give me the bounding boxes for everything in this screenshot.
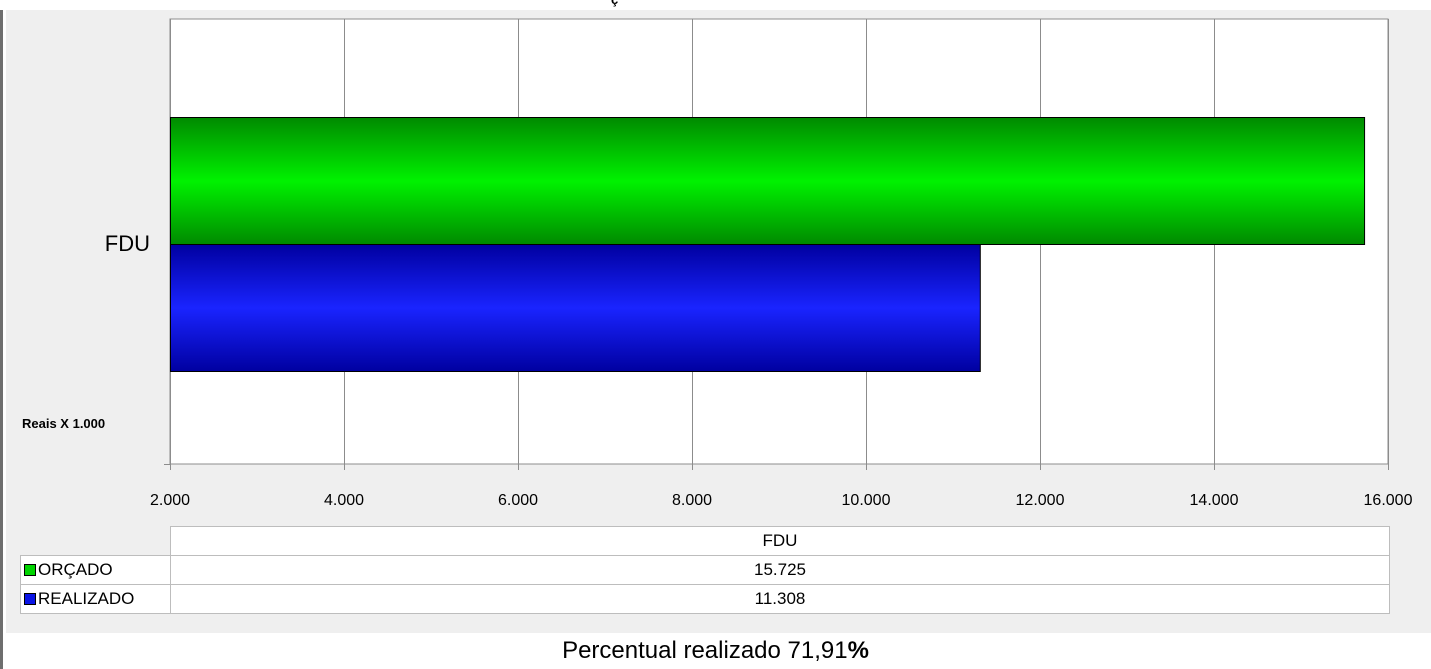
bar-orcado: [170, 117, 1366, 245]
chart-title-cropped: ç: [0, 0, 1431, 10]
data-table-header-row: FDU: [20, 526, 1390, 556]
legend-label: REALIZADO: [38, 589, 135, 608]
left-frame-border: [0, 0, 3, 669]
data-table-value: 15.725: [170, 555, 1390, 585]
percent-realized-footer: Percentual realizado 71,91%: [0, 633, 1431, 669]
unit-label: Reais X 1.000: [22, 416, 106, 431]
x-tick-label: 8.000: [671, 492, 713, 509]
footer-text: Percentual realizado 71,91: [562, 637, 848, 664]
bar-realizado: [170, 244, 981, 372]
data-table-header: FDU: [170, 526, 1390, 556]
x-tick-label: 14.000: [1189, 492, 1239, 509]
x-tick-label: 6.000: [497, 492, 539, 509]
data-table: FDU ORÇADO 15.725 REALIZADO 11.308: [20, 526, 1390, 614]
x-tick-label: 4.000: [323, 492, 365, 509]
footer-percent-sign: %: [847, 637, 869, 664]
x-tick-label: 12.000: [1015, 492, 1065, 509]
legend-item-orcado: ORÇADO: [20, 555, 171, 585]
legend-label: ORÇADO: [38, 560, 113, 579]
legend-item-realizado: REALIZADO: [20, 584, 171, 614]
data-table-value: 11.308: [170, 584, 1390, 614]
x-tick-label: 16.000: [1363, 492, 1413, 509]
legend-swatch-green: [24, 563, 36, 576]
legend-swatch-blue: [24, 592, 36, 605]
data-table-row: REALIZADO 11.308: [20, 584, 1390, 614]
category-label: FDU: [104, 231, 150, 256]
data-table-row: ORÇADO 15.725: [20, 555, 1390, 585]
x-tick-label: 2.000: [149, 492, 191, 509]
x-tick-label: 10.000: [841, 492, 891, 509]
